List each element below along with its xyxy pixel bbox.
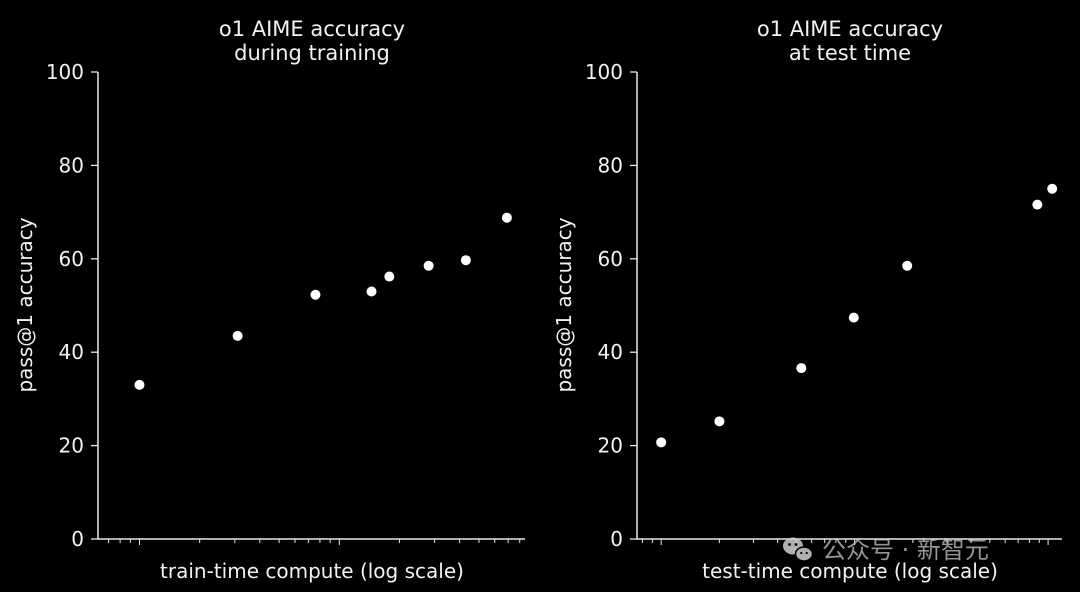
chart-panel-training: o1 AIME accuracy during training pass@1 … [13, 17, 525, 583]
y-ticks: 0 20 40 60 80 100 [585, 60, 637, 551]
y-tick-label: 0 [610, 527, 623, 551]
y-tick-label: 80 [598, 153, 623, 177]
y-tick-label: 100 [585, 60, 623, 84]
data-point [1032, 199, 1043, 210]
watermark-text: 公众号 · 新智元 [822, 536, 989, 564]
wechat-icon [783, 537, 814, 562]
y-tick-label: 60 [598, 247, 623, 271]
x-ticks [641, 539, 1049, 545]
chart-title-line-1: o1 AIME accuracy [219, 17, 405, 41]
data-point [366, 286, 377, 297]
y-tick-label: 40 [598, 340, 623, 364]
data-point [501, 212, 512, 223]
y-tick-label: 40 [59, 340, 84, 364]
axes [636, 72, 1062, 540]
data-point [232, 330, 243, 341]
chart-panel-test-time: o1 AIME accuracy at test time pass@1 acc… [552, 17, 1062, 583]
data-point [423, 260, 434, 271]
y-axis-label: pass@1 accuracy [13, 217, 37, 392]
data-point [134, 379, 145, 390]
data-point [1047, 183, 1058, 194]
y-tick-label: 0 [71, 527, 84, 551]
data-point [848, 312, 859, 323]
data-point [902, 260, 913, 271]
y-tick-label: 60 [59, 247, 84, 271]
chart-title-line-2: at test time [789, 41, 911, 65]
data-point [384, 271, 395, 282]
data-point [656, 437, 667, 448]
y-tick-label: 20 [59, 434, 84, 458]
data-point [714, 416, 725, 427]
y-tick-label: 20 [598, 434, 623, 458]
data-points [134, 212, 512, 390]
data-point [796, 363, 807, 374]
watermark: 公众号 · 新智元 [783, 536, 989, 564]
y-axis-label: pass@1 accuracy [552, 217, 576, 392]
chart-title-line-2: during training [234, 41, 390, 65]
data-point [310, 289, 321, 300]
x-axis-label: train-time compute (log scale) [160, 559, 464, 583]
axes [97, 72, 525, 540]
y-tick-label: 100 [46, 60, 84, 84]
data-point [460, 255, 471, 266]
y-ticks: 0 20 40 60 80 100 [46, 60, 98, 551]
chart-title-line-1: o1 AIME accuracy [757, 17, 943, 41]
data-points [656, 183, 1058, 448]
y-tick-label: 80 [59, 153, 84, 177]
x-axis-label: test-time compute (log scale) [702, 559, 998, 583]
x-ticks [108, 539, 521, 545]
